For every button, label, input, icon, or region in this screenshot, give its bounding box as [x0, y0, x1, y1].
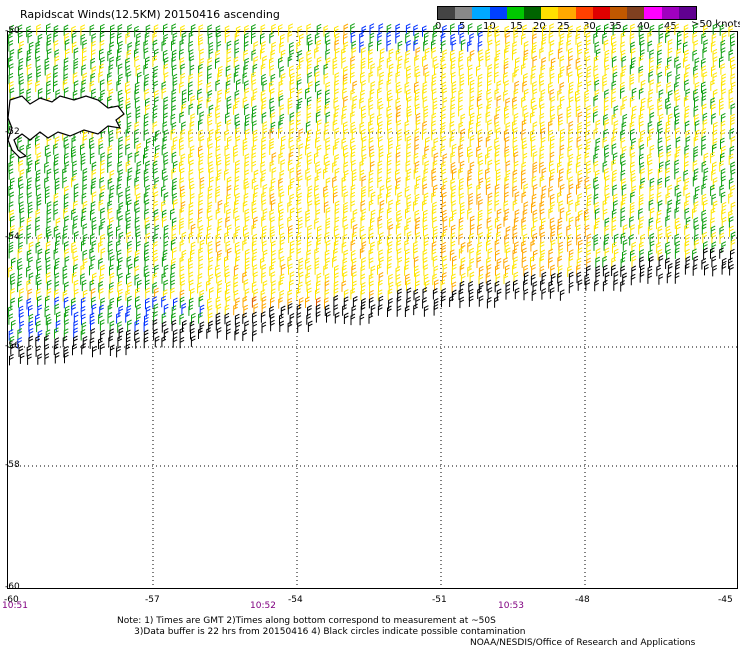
- wind-barbs: [8, 23, 736, 366]
- legend-label: 40: [637, 21, 650, 32]
- lat-label-56: -56: [5, 341, 20, 351]
- time-label-3: 10:53: [498, 601, 524, 611]
- island-outline: [7, 95, 125, 159]
- credit-line: NOAA/NESDIS/Office of Research and Appli…: [470, 638, 696, 648]
- legend-label: 25: [557, 21, 570, 32]
- lon-label-45: -45: [718, 595, 733, 605]
- lon-label-48: -48: [575, 595, 590, 605]
- legend-label: 35: [609, 21, 622, 32]
- time-label-2: 10:52: [250, 601, 276, 611]
- legend-swatch: [627, 7, 645, 19]
- legend-swatch: [558, 7, 576, 19]
- legend-swatch: [506, 7, 525, 19]
- legend-swatch: [438, 7, 456, 19]
- legend-swatch: [455, 7, 473, 19]
- lat-label-52: -52: [5, 127, 20, 137]
- lat-label-58: -58: [5, 460, 20, 470]
- map-title: Rapidscat Winds(12.5KM) 20150416 ascendi…: [20, 8, 280, 21]
- legend-label: 20: [533, 21, 546, 32]
- legend-label: 15: [510, 21, 523, 32]
- legend-swatch: [575, 7, 593, 19]
- lat-label-50: -50: [5, 26, 20, 36]
- time-label-1: 10:51: [2, 601, 28, 611]
- lat-label-60: -60: [5, 582, 20, 592]
- lon-label-51: -51: [432, 595, 447, 605]
- wind-barb-map: [7, 23, 738, 589]
- legend-swatch: [644, 7, 662, 19]
- legend-swatch: [541, 7, 559, 19]
- legend-swatch: [489, 7, 507, 19]
- legend-label: 30: [583, 21, 596, 32]
- legend-swatch: [678, 7, 697, 19]
- legend-swatch: [472, 7, 490, 19]
- lon-label-54: -54: [288, 595, 303, 605]
- lon-label-57: -57: [145, 595, 160, 605]
- footnote-line-1: Note: 1) Times are GMT 2)Times along bot…: [117, 616, 496, 626]
- legend-swatch: [524, 7, 542, 19]
- footnote-line-2: 3)Data buffer is 22 hrs from 20150416 4)…: [117, 627, 526, 637]
- legend-swatch: [610, 7, 628, 19]
- legend-swatch: [592, 7, 611, 19]
- lon-label-60: -60: [4, 595, 19, 605]
- legend-color-bar: [437, 6, 697, 20]
- legend-label: 0: [435, 21, 442, 32]
- lat-label-54: -54: [5, 232, 20, 242]
- legend-swatch: [661, 7, 679, 19]
- footnote: Note: 1) Times are GMT 2)Times along bot…: [117, 616, 526, 638]
- map-frame: [7, 31, 738, 589]
- legend-units: >50 knots: [691, 19, 740, 30]
